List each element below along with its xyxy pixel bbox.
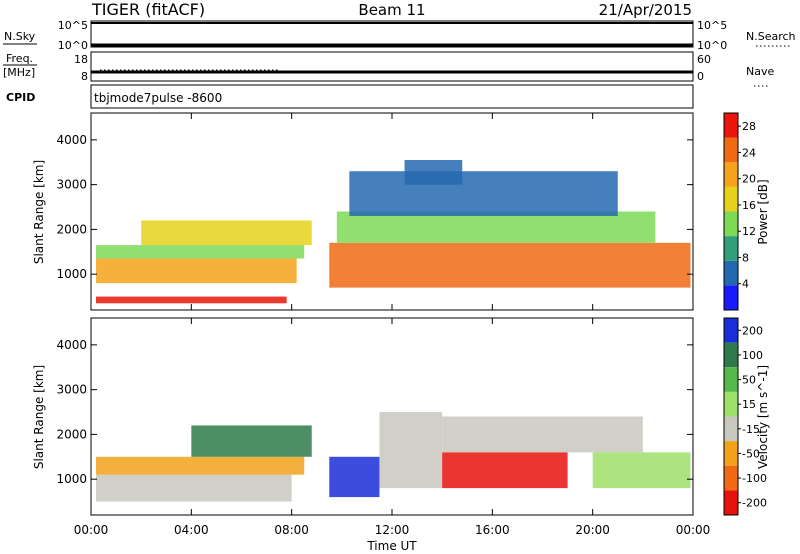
power-region-4 bbox=[329, 242, 691, 288]
colorbar-swatch bbox=[724, 137, 738, 163]
freq-label: Freq. bbox=[6, 52, 33, 65]
colorbar-swatch bbox=[724, 318, 738, 343]
figure-title: TIGER (fitACF) bbox=[91, 0, 205, 19]
nsearch-tick-top: 10^5 bbox=[697, 19, 727, 32]
power-region-1 bbox=[96, 258, 297, 284]
nsky-trace bbox=[91, 22, 693, 24]
colorbar-frame bbox=[723, 317, 739, 516]
xtick-label: 00:00 bbox=[74, 523, 109, 537]
power-region-6 bbox=[349, 171, 618, 216]
velocity-colorbar-label: Velocity [m s^-1] bbox=[756, 365, 770, 469]
velocity-heatmap-panel: 1000 2000 3000 4000 Slant Range [km] bbox=[32, 317, 694, 516]
power-region-0 bbox=[96, 296, 287, 304]
power-region-5 bbox=[336, 211, 656, 243]
cpid-panel: tbjmode7pulse -8600 bbox=[90, 84, 694, 109]
nave-tick-top: 60 bbox=[697, 53, 711, 66]
colorbar-swatch bbox=[724, 441, 738, 466]
colorbar-frame bbox=[723, 112, 739, 311]
ytick-label: 2000 bbox=[56, 427, 87, 441]
nsky-label: N.Sky bbox=[4, 30, 36, 43]
colorbar-tick-label: -50 bbox=[742, 447, 760, 460]
velocity-region-5 bbox=[442, 452, 568, 489]
colorbar-swatch bbox=[724, 342, 738, 368]
colorbar-swatch bbox=[724, 285, 738, 310]
nave-label: Nave bbox=[746, 65, 774, 78]
ytick-label: 2000 bbox=[56, 222, 87, 236]
colorbar-swatch bbox=[724, 186, 738, 212]
power-colorbar: 4 8 12 16 20 24 28 bbox=[723, 112, 756, 311]
colorbar-tick-label: 15 bbox=[742, 398, 756, 411]
colorbar-swatch bbox=[724, 416, 738, 442]
ytick-label: 3000 bbox=[56, 178, 87, 192]
colorbar-tick-label: 20 bbox=[742, 173, 756, 186]
colorbar-tick-label: 100 bbox=[742, 349, 763, 362]
power-ylabel: Slant Range [km] bbox=[32, 160, 46, 264]
xtick-label: 12:00 bbox=[375, 523, 410, 537]
xtick-label: 00:00 bbox=[676, 523, 711, 537]
velocity-ylabel: Slant Range [km] bbox=[32, 365, 46, 469]
velocity-region-7 bbox=[592, 452, 691, 489]
xtick-label: 04:00 bbox=[174, 523, 209, 537]
power-region-2 bbox=[96, 245, 305, 259]
velocity-region-1 bbox=[96, 456, 305, 475]
xtick-label: 08:00 bbox=[274, 523, 309, 537]
x-axis-label: Time UT bbox=[366, 539, 417, 553]
freq-unit: [MHz] bbox=[3, 66, 35, 79]
xtick-label: 20:00 bbox=[575, 523, 610, 537]
velocity-region-4 bbox=[379, 412, 443, 489]
ytick-label: 1000 bbox=[56, 267, 87, 281]
colorbar-tick-label: 12 bbox=[742, 225, 756, 238]
colorbar-swatch bbox=[724, 113, 738, 138]
colorbar-swatch bbox=[724, 391, 738, 417]
velocity-colorbar: 200 100 50 15 -15 -50 -100 -200 bbox=[723, 317, 767, 516]
colorbar-tick-label: 24 bbox=[742, 146, 756, 159]
ytick-label: 4000 bbox=[56, 133, 87, 147]
colorbar-swatch bbox=[724, 236, 738, 261]
power-heatmap-panel: 1000 2000 3000 4000 Slant Range [km] bbox=[32, 112, 694, 311]
nsky-panel: N.Sky 10^5 10^0 10^5 10^0 N.Search bbox=[3, 19, 796, 52]
cpid-value: tbjmode7pulse -8600 bbox=[94, 91, 222, 105]
nsky-tick-bottom: 10^0 bbox=[58, 39, 88, 52]
colorbar-swatch bbox=[724, 162, 738, 187]
colorbar-tick-label: 4 bbox=[742, 278, 749, 291]
colorbar-tick-label: 16 bbox=[742, 199, 756, 212]
colorbar-swatch bbox=[724, 490, 738, 515]
colorbar-tick-label: -15 bbox=[742, 423, 760, 436]
velocity-region-0 bbox=[96, 474, 292, 502]
power-colorbar-label: Power [dB] bbox=[756, 179, 770, 244]
freq-tick-top: 18 bbox=[74, 53, 88, 66]
ytick-label: 4000 bbox=[56, 338, 87, 352]
date-label: 21/Apr/2015 bbox=[599, 1, 692, 19]
colorbar-tick-label: 50 bbox=[742, 374, 756, 387]
colorbar-tick-label: 8 bbox=[742, 251, 749, 264]
colorbar-tick-label: 28 bbox=[742, 120, 756, 133]
colorbar-tick-label: 200 bbox=[742, 324, 763, 337]
power-region-3 bbox=[141, 220, 312, 246]
xtick-label: 16:00 bbox=[475, 523, 510, 537]
nave-tick-bottom: 0 bbox=[697, 70, 704, 83]
velocity-region-2 bbox=[191, 425, 312, 457]
nsky-tick-top: 10^5 bbox=[58, 19, 88, 32]
colorbar-swatch bbox=[724, 465, 738, 491]
power-region-7 bbox=[404, 160, 463, 185]
nsearch-tick-bottom: 10^0 bbox=[697, 39, 727, 52]
velocity-region-6 bbox=[442, 416, 643, 453]
colorbar-tick-label: -100 bbox=[742, 472, 767, 485]
colorbar-swatch bbox=[724, 211, 738, 237]
nsearch-label: N.Search bbox=[746, 30, 796, 43]
colorbar-swatch bbox=[724, 260, 738, 286]
ytick-label: 1000 bbox=[56, 472, 87, 486]
cpid-label: CPID bbox=[6, 91, 35, 104]
ytick-label: 3000 bbox=[56, 383, 87, 397]
freq-nave-panel: Freq. [MHz] 18 8 60 0 Nave CPID bbox=[3, 51, 774, 104]
colorbar-tick-label: -200 bbox=[742, 497, 767, 510]
colorbar-swatch bbox=[724, 367, 738, 392]
beam-label: Beam 11 bbox=[358, 1, 425, 19]
velocity-region-3 bbox=[329, 456, 380, 498]
freq-tick-bottom: 8 bbox=[81, 70, 88, 83]
